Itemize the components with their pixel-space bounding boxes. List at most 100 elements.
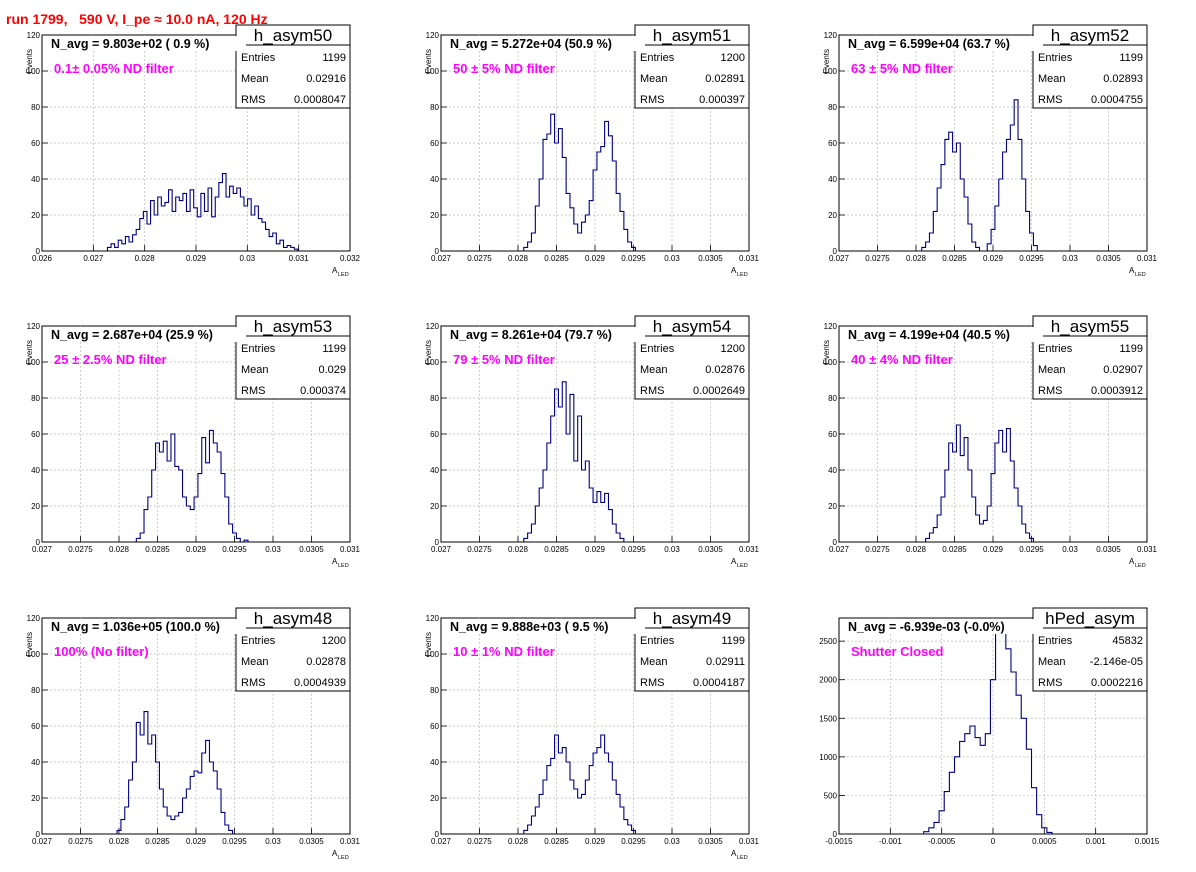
stats-value: 0.0004755 [1091,94,1143,106]
x-axis-label-sub: LED [737,272,748,278]
stats-label: Mean [241,73,269,85]
x-axis-label-sub: LED [338,563,349,569]
stats-value: 1199 [1119,343,1143,355]
y-tick-label: 20 [430,502,439,511]
x-tick-label: 0.0275 [467,254,492,263]
x-tick-label: 0.0285 [544,545,569,554]
n-avg-background [845,327,1043,342]
x-tick-label: 0.03 [664,254,680,263]
y-tick-label: 100 [27,358,41,367]
y-axis-label: Events [822,340,831,364]
stats-box [235,44,351,109]
x-tick-label: 0.029 [585,254,606,263]
y-tick-label: 60 [31,722,40,731]
x-tick-label: 0.0005 [1032,837,1057,846]
x-tick-label: 0 [991,837,996,846]
stats-value: 0.0004939 [294,677,346,689]
x-tick-label: 0.0015 [1135,837,1160,846]
x-tick-label: 0.0295 [1019,254,1044,263]
y-tick-label: 100 [426,650,440,659]
y-tick-label: 0 [435,247,440,256]
x-tick-label: 0.027 [431,545,452,554]
histogram-series [925,424,1034,542]
stats-label: Mean [640,364,668,376]
y-axis-label: Events [25,49,34,73]
histogram-series [923,625,1053,834]
x-tick-label: 0.028 [508,837,529,846]
histogram-series [523,381,625,542]
stats-box [634,335,750,400]
stats-value: 0.02891 [705,73,745,85]
stats-label: Mean [640,656,668,668]
histogram-name: hPed_asym [1045,609,1135,628]
filter-label: Shutter Closed [851,644,944,659]
x-axis-label-sub: LED [1135,563,1146,569]
x-tick-label: 0.028 [508,545,529,554]
x-tick-label: 0.031 [1137,545,1158,554]
y-tick-label: 100 [426,67,440,76]
y-tick-label: 0 [36,247,41,256]
x-tick-label: 0.028 [135,254,156,263]
run-title: run 1799, 590 V, I_pe ≈ 10.0 nA, 120 Hz [6,11,268,27]
stats-value: 0.02907 [1103,364,1143,376]
y-axis-label: Events [25,632,34,656]
y-tick-label: 120 [426,31,440,40]
x-tick-label: -0.0005 [928,837,956,846]
x-tick-label: 0.0305 [698,545,723,554]
x-axis-label: A [1129,266,1135,275]
y-tick-label: 60 [430,139,439,148]
stats-value: -2.146e-05 [1090,656,1143,668]
histogram-name: h_asym50 [254,26,332,45]
stats-box [235,335,351,400]
y-tick-label: 0 [435,830,440,839]
x-tick-label: 0.0275 [865,254,890,263]
x-axis-label: A [731,266,737,275]
y-tick-label: 20 [828,502,837,511]
x-tick-label: 0.031 [1137,254,1158,263]
y-tick-label: 20 [430,211,439,220]
histogram-series [106,173,299,251]
x-tick-label: 0.029 [186,545,207,554]
stats-value: 1199 [721,635,745,647]
stats-value: 0.0008047 [294,94,346,106]
y-tick-label: 20 [828,211,837,220]
stats-label: Entries [1038,343,1073,355]
stats-label: Entries [1038,52,1073,64]
stats-value: 0.02916 [306,73,346,85]
x-axis-label-sub: LED [1135,272,1146,278]
y-tick-label: 80 [430,686,439,695]
x-tick-label: 0.027 [829,545,850,554]
y-tick-label: 40 [828,175,837,184]
y-tick-label: 120 [426,614,440,623]
stats-value: 0.02893 [1103,73,1143,85]
stats-label: Mean [241,656,269,668]
filter-label: 100% (No filter) [54,644,149,659]
y-tick-label: 120 [824,322,838,331]
x-tick-label: 0.03 [240,254,256,263]
stats-label: RMS [640,94,664,106]
y-tick-label: 120 [27,614,41,623]
histogram-series [523,113,636,251]
x-tick-label: 0.001 [1086,837,1107,846]
filter-label: 25 ± 2.5% ND filter [54,352,167,367]
x-axis-label-sub: LED [737,563,748,569]
x-tick-label: 0.027 [32,837,53,846]
y-tick-label: 20 [31,794,40,803]
stats-label: Mean [1038,364,1066,376]
y-tick-label: 60 [828,430,837,439]
x-tick-label: 0.0305 [698,254,723,263]
x-tick-label: 0.0285 [544,254,569,263]
y-tick-label: 80 [31,686,40,695]
x-axis-label: A [332,849,338,858]
n-avg-label: N_avg = 5.272e+04 (50.9 %) [450,37,612,51]
stats-value: 1200 [721,52,745,64]
y-tick-label: 100 [27,67,41,76]
y-tick-label: 100 [824,358,838,367]
histogram-series [523,734,636,834]
stats-label: Mean [1038,656,1066,668]
x-tick-label: 0.0275 [865,545,890,554]
x-tick-label: 0.028 [906,254,927,263]
x-tick-label: 0.0275 [467,545,492,554]
stats-box [235,627,351,692]
x-axis-label: A [332,266,338,275]
